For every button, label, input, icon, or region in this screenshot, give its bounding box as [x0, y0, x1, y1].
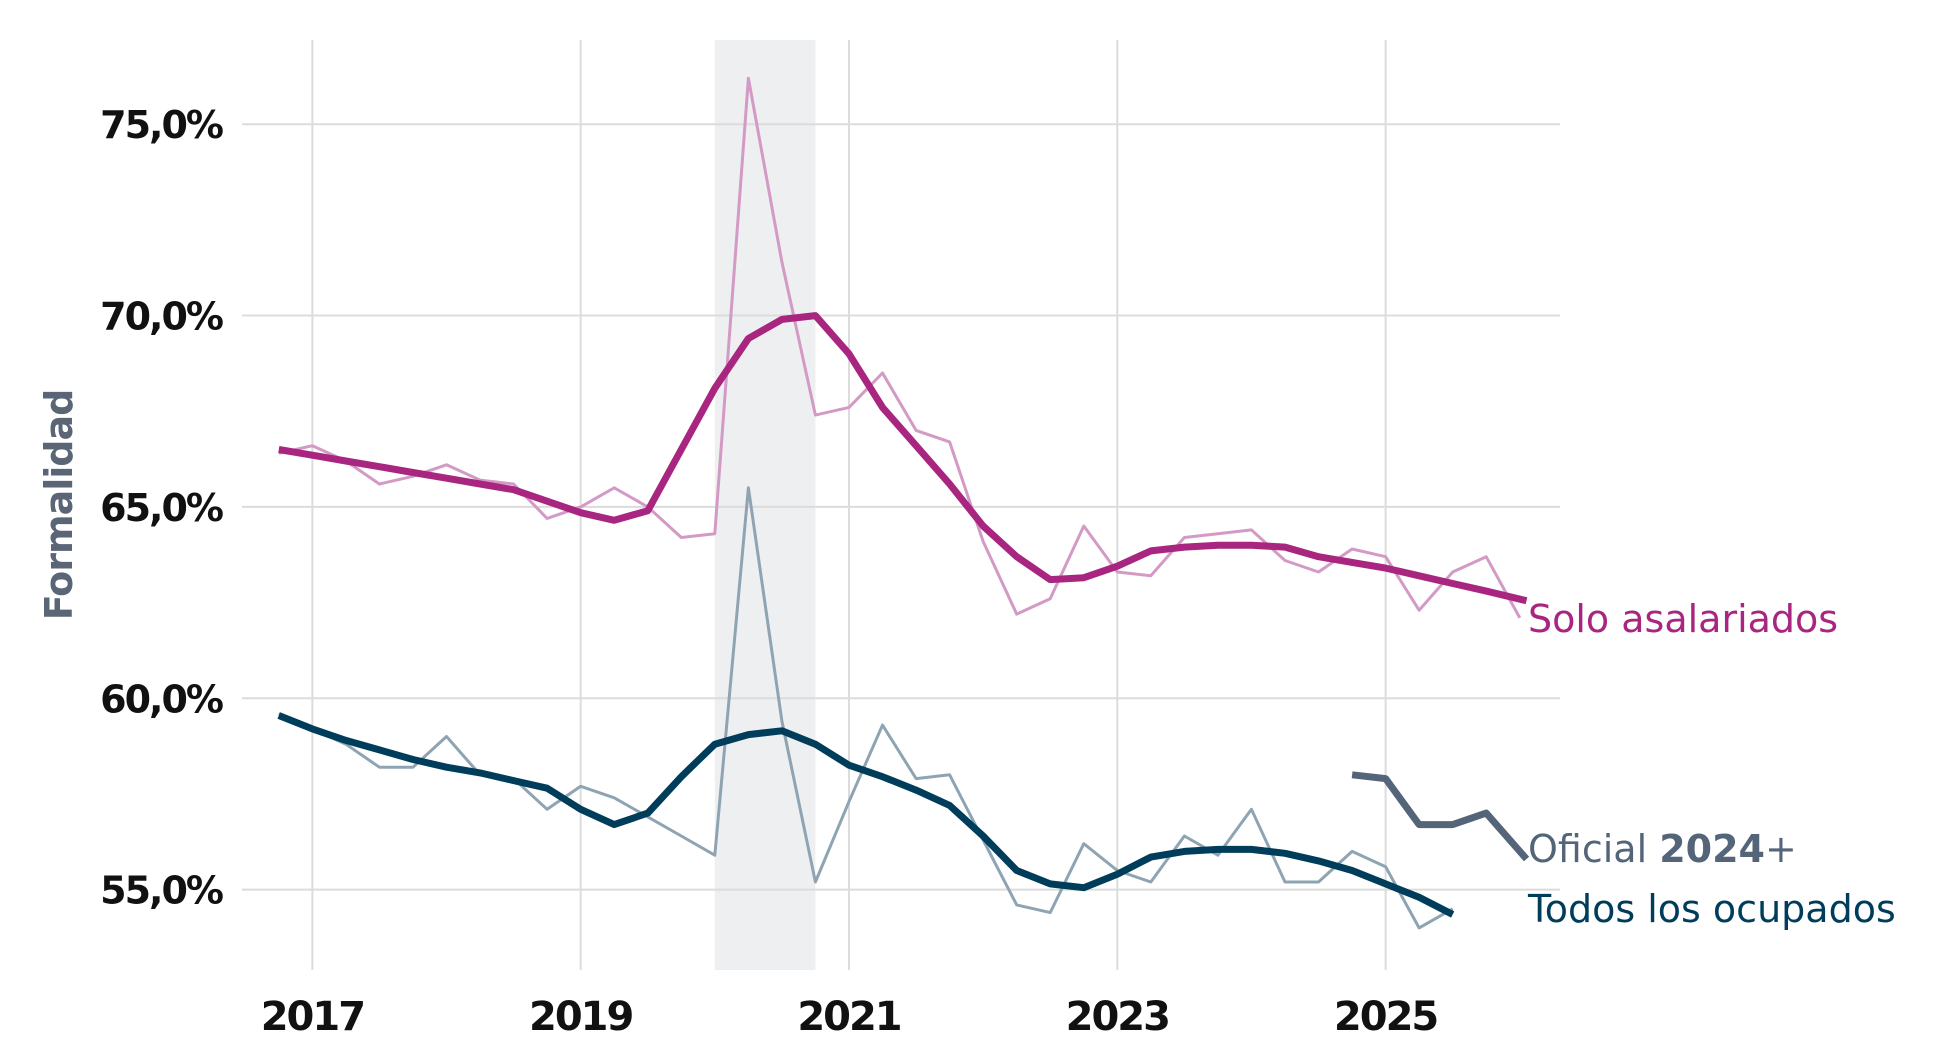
label-solo-asalariados: Solo asalariados [1528, 597, 1838, 641]
label-oficial-2024: Oficial 2024+ [1528, 827, 1797, 871]
gridlines [242, 40, 1560, 970]
label-todos-los-ocupados: Todos los ocupados [1527, 887, 1896, 931]
y-tick-label: 75,0% [100, 103, 223, 147]
series-line-solo-asalariados-raw [278, 76, 1522, 619]
label-oficial-suffix: + [1765, 827, 1797, 871]
x-tick-label: 2017 [261, 994, 364, 1040]
x-tick-label: 2025 [1334, 994, 1437, 1040]
y-axis-ticks: 55,0% 60,0% 65,0% 70,0% 75,0% [100, 103, 225, 913]
y-tick-label: 55,0% [100, 869, 223, 913]
shaded-period [714, 40, 816, 970]
shaded-region [714, 40, 816, 970]
x-tick-label: 2021 [797, 994, 900, 1040]
series-line-oficial-2024-official [1351, 771, 1530, 862]
label-oficial-prefix: Oficial [1528, 827, 1659, 871]
y-tick-label: 70,0% [100, 295, 223, 339]
series-lines [277, 76, 1530, 930]
y-tick-label: 60,0% [100, 677, 223, 721]
x-tick-label: 2019 [529, 994, 632, 1040]
y-tick-label: 65,0% [100, 486, 223, 530]
label-oficial-year: 2024 [1659, 827, 1765, 871]
x-tick-label: 2023 [1066, 994, 1169, 1040]
series-line-todos-los-ocupados-trend [277, 712, 1455, 918]
x-axis-ticks: 2017 2019 2021 2023 2025 [261, 994, 1440, 1040]
y-axis-label: Formalidad [37, 390, 81, 621]
series-line-solo-asalariados-trend [278, 312, 1528, 605]
